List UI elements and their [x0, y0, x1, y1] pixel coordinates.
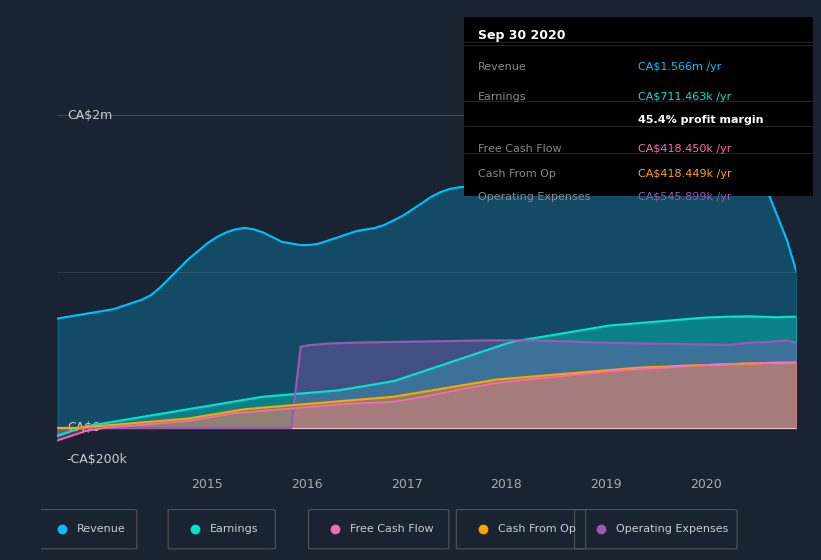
Text: 2015: 2015 [191, 478, 223, 491]
Text: CA$1.566m /yr: CA$1.566m /yr [639, 62, 722, 72]
Text: Free Cash Flow: Free Cash Flow [350, 524, 433, 534]
Text: Sep 30 2020: Sep 30 2020 [478, 29, 566, 43]
Text: Cash From Op: Cash From Op [498, 524, 576, 534]
Text: 2019: 2019 [590, 478, 622, 491]
Text: 2017: 2017 [391, 478, 423, 491]
Text: CA$711.463k /yr: CA$711.463k /yr [639, 92, 732, 102]
Text: Cash From Op: Cash From Op [478, 169, 556, 179]
Text: CA$418.449k /yr: CA$418.449k /yr [639, 169, 732, 179]
Text: CA$0: CA$0 [67, 422, 100, 435]
Text: CA$2m: CA$2m [67, 109, 112, 122]
Text: CA$418.450k /yr: CA$418.450k /yr [639, 144, 732, 154]
Text: 2018: 2018 [490, 478, 522, 491]
Text: Free Cash Flow: Free Cash Flow [478, 144, 562, 154]
Text: Operating Expenses: Operating Expenses [616, 524, 728, 534]
Text: 2020: 2020 [690, 478, 722, 491]
Text: Revenue: Revenue [76, 524, 126, 534]
Text: Revenue: Revenue [478, 62, 526, 72]
Text: -CA$200k: -CA$200k [67, 452, 128, 466]
Text: 45.4% profit margin: 45.4% profit margin [639, 115, 764, 125]
Text: CA$545.899k /yr: CA$545.899k /yr [639, 193, 732, 202]
Text: 2016: 2016 [291, 478, 323, 491]
Text: Earnings: Earnings [478, 92, 526, 102]
Text: Earnings: Earnings [209, 524, 258, 534]
Text: Operating Expenses: Operating Expenses [478, 193, 590, 202]
